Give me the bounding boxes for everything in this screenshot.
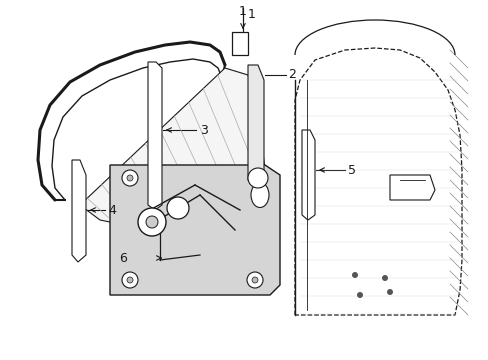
Text: 1: 1	[239, 5, 246, 18]
Circle shape	[251, 277, 258, 283]
Text: 2: 2	[287, 68, 295, 81]
FancyBboxPatch shape	[231, 32, 247, 55]
Polygon shape	[110, 165, 280, 295]
Circle shape	[122, 170, 138, 186]
Text: 4: 4	[108, 203, 116, 216]
Circle shape	[127, 277, 133, 283]
Text: 1: 1	[247, 8, 255, 21]
Text: 3: 3	[200, 123, 207, 136]
Circle shape	[351, 272, 357, 278]
Polygon shape	[302, 130, 314, 220]
Circle shape	[127, 175, 133, 181]
Polygon shape	[148, 62, 162, 210]
Polygon shape	[294, 48, 461, 315]
Text: 5: 5	[347, 163, 355, 176]
Circle shape	[381, 275, 387, 281]
Circle shape	[247, 168, 267, 188]
Polygon shape	[389, 175, 434, 200]
Circle shape	[167, 197, 189, 219]
Polygon shape	[72, 160, 86, 262]
Polygon shape	[80, 68, 264, 230]
Polygon shape	[247, 65, 264, 185]
Circle shape	[386, 289, 392, 295]
Text: 6: 6	[119, 252, 127, 265]
Circle shape	[246, 272, 263, 288]
Circle shape	[146, 216, 158, 228]
Circle shape	[138, 208, 165, 236]
Circle shape	[122, 272, 138, 288]
Ellipse shape	[250, 183, 268, 207]
Circle shape	[356, 292, 362, 298]
